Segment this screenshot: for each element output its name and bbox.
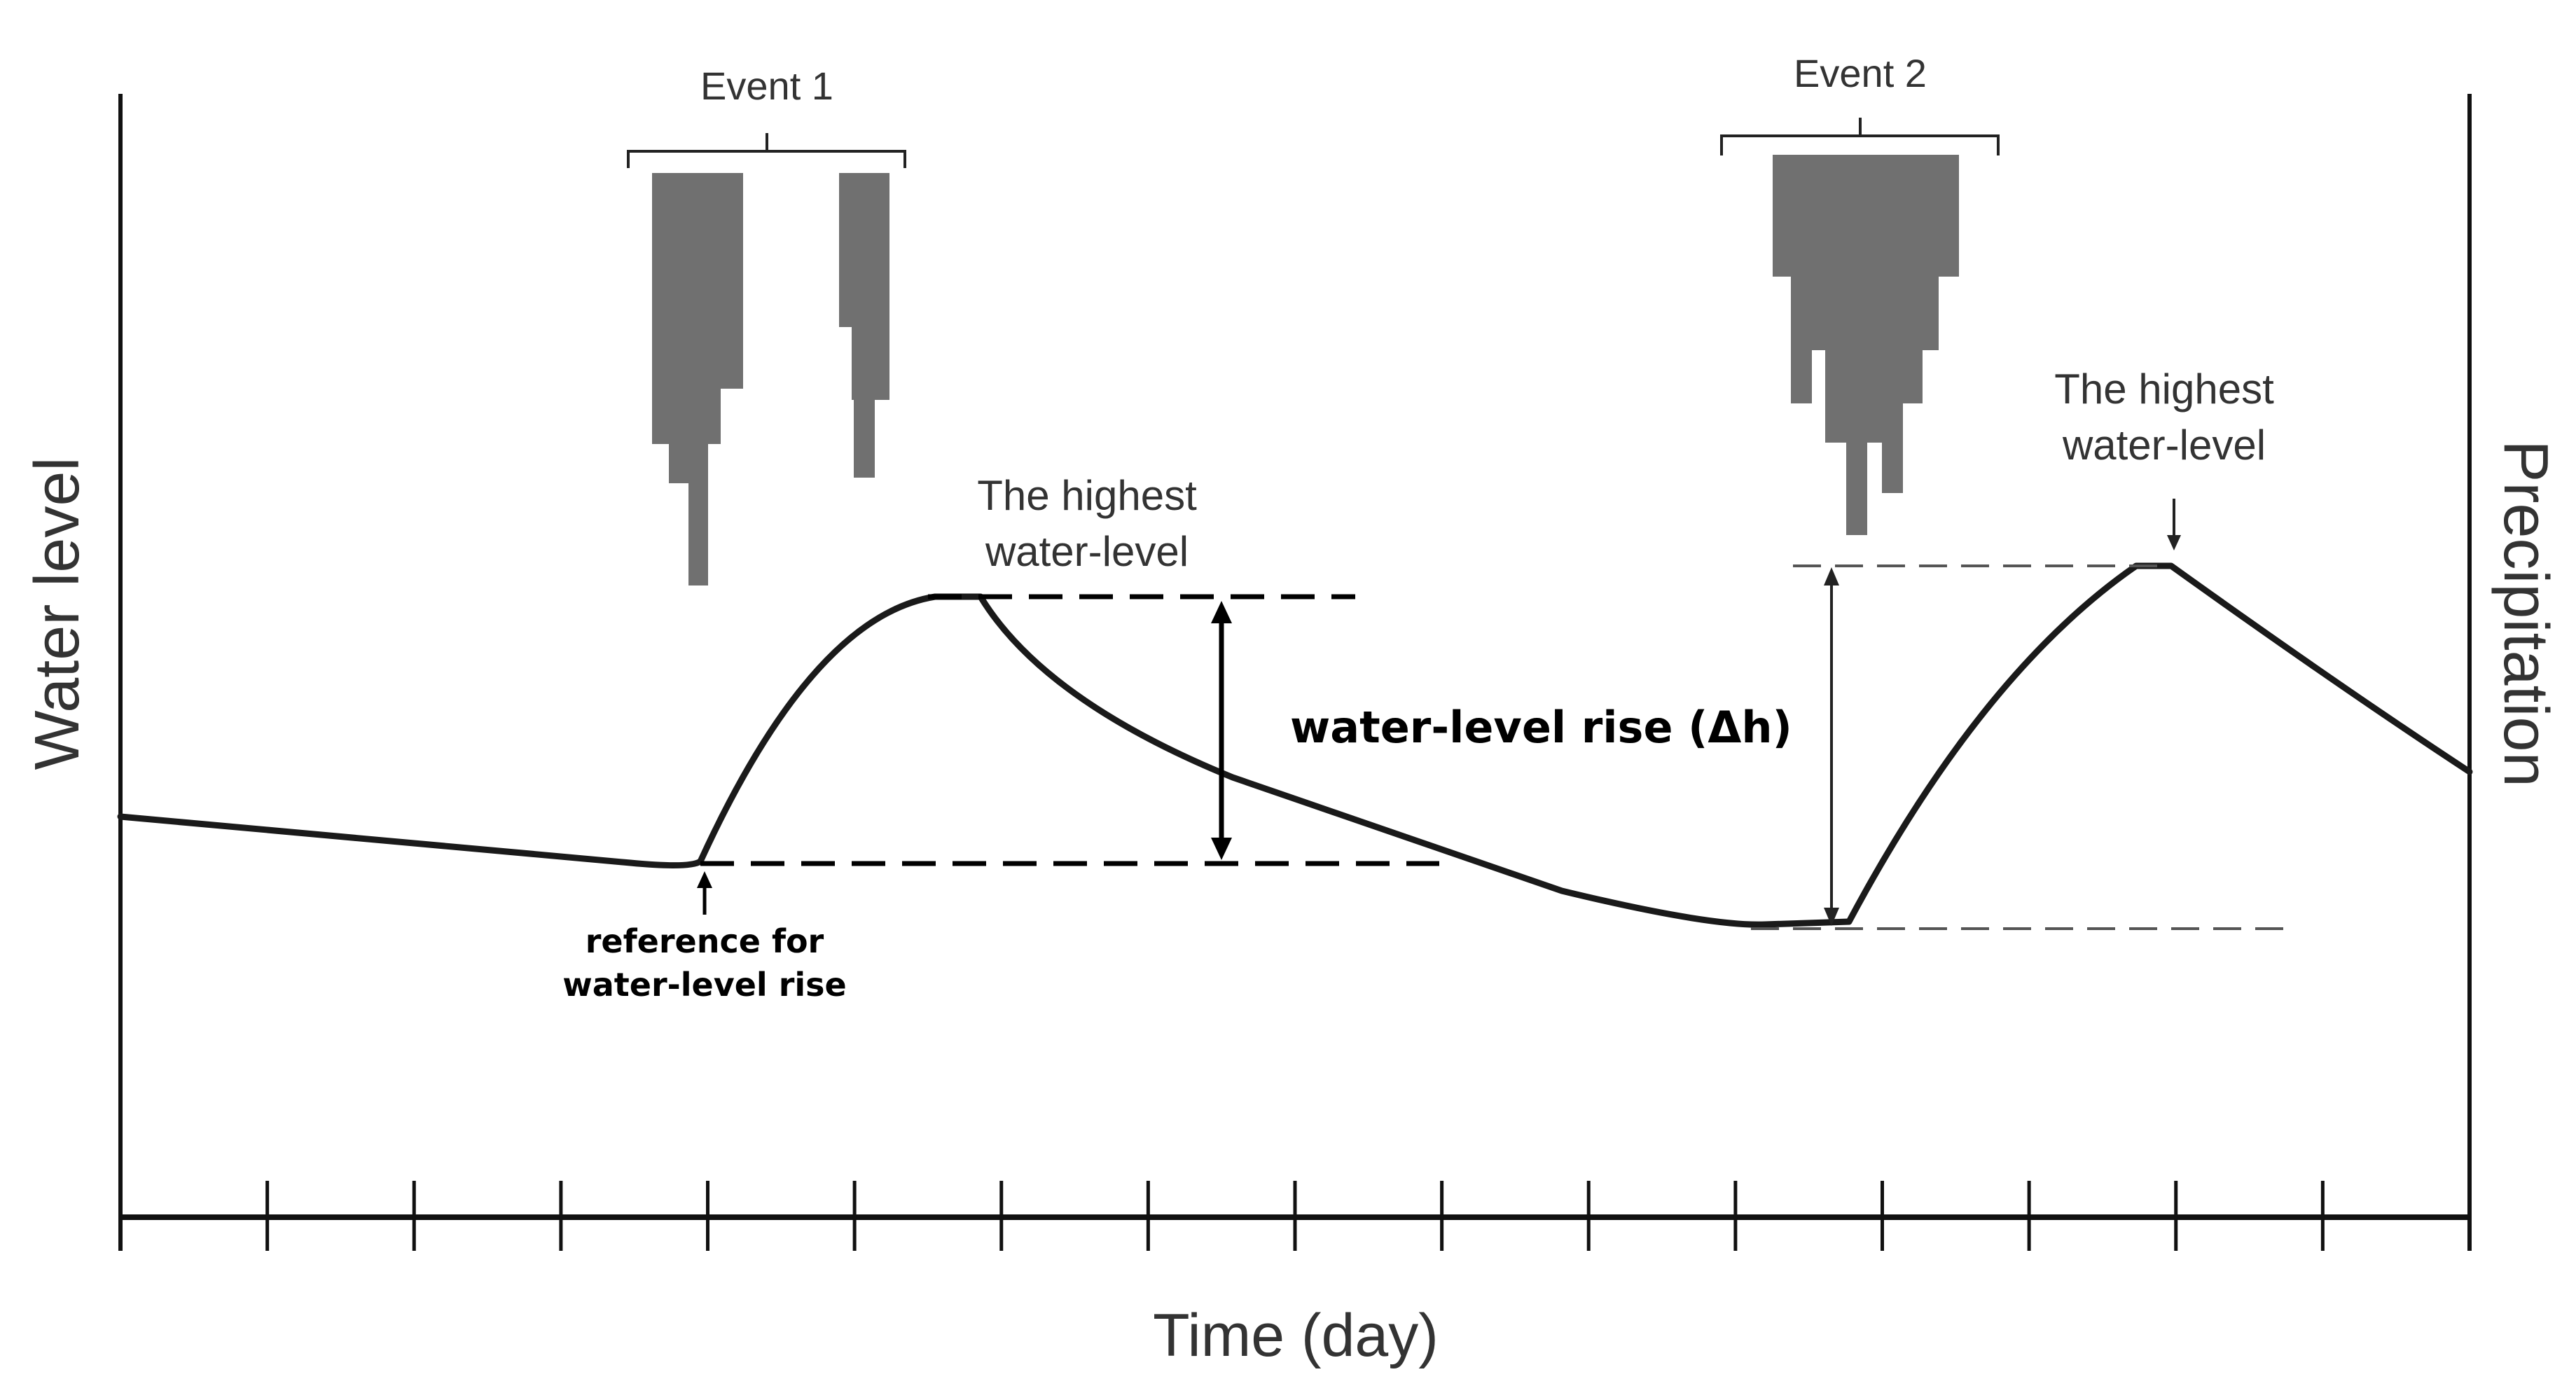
axes	[118, 94, 2472, 1251]
event2-rain-bar	[1773, 155, 1959, 277]
peak1-label-line2: water-level	[985, 528, 1189, 575]
event2-label: Event 2	[1794, 51, 1927, 95]
event2-precipitation-bars	[1773, 155, 1959, 535]
event2-bracket	[1720, 118, 2000, 155]
event2-rain-bar	[1882, 401, 1903, 493]
reference-label-line2: water-level rise	[562, 966, 846, 1004]
event2-rain-bar	[1846, 440, 1867, 535]
event2-rise-markers	[1751, 499, 2290, 930]
time-axis-ticks	[118, 1181, 2472, 1251]
event1-bracket	[627, 133, 906, 168]
peak2-arrowhead	[2167, 535, 2181, 550]
rise1-arrowhead-down	[1211, 838, 1232, 860]
event-brackets	[627, 118, 2000, 168]
water-level-axis-label: Water level	[22, 457, 92, 770]
event2-rain-bar	[1825, 347, 1923, 403]
event2-rain-bar	[1791, 347, 1812, 403]
event1-rain-bar	[839, 173, 889, 327]
time-axis-label: Time (day)	[1153, 1302, 1439, 1369]
event2-rain-bar	[1825, 401, 1884, 443]
event1-rain-bar	[652, 385, 721, 444]
rise2-arrowhead-down	[1824, 908, 1839, 926]
reference-label-line1: reference for	[586, 922, 824, 960]
event2-rain-bar	[1791, 273, 1939, 350]
labels: Event 1 Event 2 The highest water-level …	[22, 51, 2561, 1369]
peak2-label-line1: The highest	[2054, 366, 2274, 413]
event1-precipitation-bars	[652, 173, 889, 585]
event1-rain-bar	[669, 441, 708, 483]
peak2-label-line2: water-level	[2062, 422, 2266, 469]
event1-rain-bar	[688, 480, 708, 585]
rise2-arrowhead-up	[1824, 567, 1839, 585]
event1-rise-markers	[697, 594, 1439, 915]
peak1-label-line1: The highest	[977, 472, 1197, 519]
precipitation-axis-label: Precipitation	[2491, 440, 2561, 786]
event1-rain-bar	[854, 396, 875, 478]
event1-rain-bar	[852, 324, 889, 400]
event1-label: Event 1	[700, 64, 833, 108]
event1-rain-bar	[652, 173, 743, 389]
rise-label: water-level rise (Δh)	[1290, 702, 1792, 753]
water-level-curve	[117, 562, 2473, 928]
reference-arrowhead	[697, 871, 712, 888]
rise1-arrowhead-up	[1211, 601, 1232, 623]
